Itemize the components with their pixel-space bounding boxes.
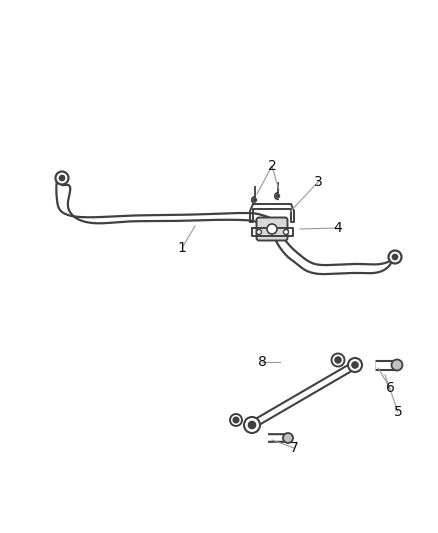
- Text: 8: 8: [258, 355, 266, 369]
- Text: 6: 6: [385, 381, 395, 395]
- Text: 2: 2: [268, 159, 276, 173]
- Circle shape: [257, 230, 261, 235]
- Circle shape: [230, 414, 242, 426]
- Circle shape: [276, 195, 280, 198]
- Circle shape: [233, 417, 239, 423]
- Circle shape: [56, 172, 68, 184]
- Circle shape: [389, 251, 402, 263]
- Circle shape: [283, 433, 293, 443]
- Text: 5: 5: [394, 405, 403, 419]
- Circle shape: [244, 417, 260, 433]
- Circle shape: [335, 357, 341, 363]
- Circle shape: [348, 358, 362, 372]
- Circle shape: [352, 362, 358, 368]
- Circle shape: [392, 359, 403, 370]
- Circle shape: [60, 175, 64, 181]
- Circle shape: [332, 353, 345, 367]
- Text: 1: 1: [177, 241, 187, 255]
- Circle shape: [392, 254, 398, 260]
- Text: 4: 4: [334, 221, 343, 235]
- Circle shape: [248, 422, 255, 429]
- Circle shape: [283, 230, 289, 235]
- FancyBboxPatch shape: [257, 217, 287, 240]
- Circle shape: [253, 198, 257, 201]
- Text: 3: 3: [314, 175, 322, 189]
- Text: 7: 7: [290, 441, 298, 455]
- Circle shape: [267, 224, 277, 234]
